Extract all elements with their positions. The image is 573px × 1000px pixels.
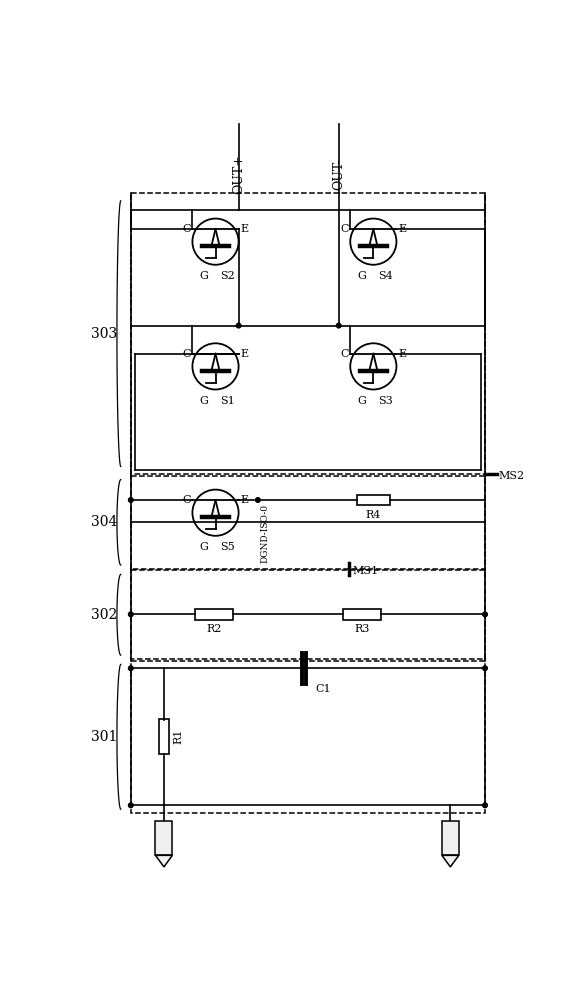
Text: S5: S5: [220, 542, 235, 552]
Text: OUT-: OUT-: [332, 158, 345, 190]
FancyBboxPatch shape: [159, 719, 169, 754]
Text: 301: 301: [91, 730, 117, 744]
Text: S1: S1: [220, 396, 235, 406]
Text: S2: S2: [220, 271, 235, 281]
Text: 304: 304: [91, 515, 117, 529]
Text: R1: R1: [173, 729, 183, 744]
Text: G: G: [199, 542, 209, 552]
Text: HV-: HV-: [446, 829, 455, 847]
Text: 303: 303: [92, 327, 117, 341]
Text: C: C: [340, 349, 349, 359]
Circle shape: [482, 612, 487, 617]
Text: C: C: [182, 224, 191, 234]
Text: MS2: MS2: [498, 471, 524, 481]
Text: MS1: MS1: [352, 566, 379, 576]
Circle shape: [336, 323, 341, 328]
Circle shape: [482, 803, 487, 808]
Polygon shape: [155, 855, 172, 867]
Text: E: E: [240, 349, 248, 359]
Text: G: G: [358, 396, 366, 406]
FancyBboxPatch shape: [343, 609, 381, 620]
Text: E: E: [240, 495, 248, 505]
Circle shape: [128, 666, 133, 671]
FancyBboxPatch shape: [155, 821, 172, 855]
Text: C: C: [182, 495, 191, 505]
Text: C: C: [182, 349, 191, 359]
Circle shape: [482, 666, 487, 671]
Circle shape: [128, 612, 133, 617]
Text: G: G: [358, 271, 366, 281]
Text: HV+: HV+: [159, 826, 168, 850]
Text: C1: C1: [316, 684, 331, 694]
Text: OUT+: OUT+: [232, 154, 245, 194]
Text: E: E: [398, 224, 406, 234]
Text: G: G: [199, 396, 209, 406]
Polygon shape: [442, 855, 459, 867]
FancyBboxPatch shape: [442, 821, 459, 855]
Text: E: E: [240, 224, 248, 234]
Circle shape: [128, 498, 133, 502]
Text: R3: R3: [354, 624, 370, 634]
Text: S3: S3: [378, 396, 393, 406]
FancyBboxPatch shape: [195, 609, 233, 620]
Circle shape: [256, 498, 260, 502]
Text: S4: S4: [378, 271, 393, 281]
Circle shape: [128, 803, 133, 808]
Text: R2: R2: [206, 624, 222, 634]
Text: 302: 302: [92, 608, 117, 622]
Text: DGND-ISO-0: DGND-ISO-0: [260, 504, 269, 563]
FancyBboxPatch shape: [357, 495, 390, 505]
Text: E: E: [398, 349, 406, 359]
Text: C: C: [340, 224, 349, 234]
Text: G: G: [199, 271, 209, 281]
Text: R4: R4: [366, 510, 381, 520]
Circle shape: [236, 323, 241, 328]
